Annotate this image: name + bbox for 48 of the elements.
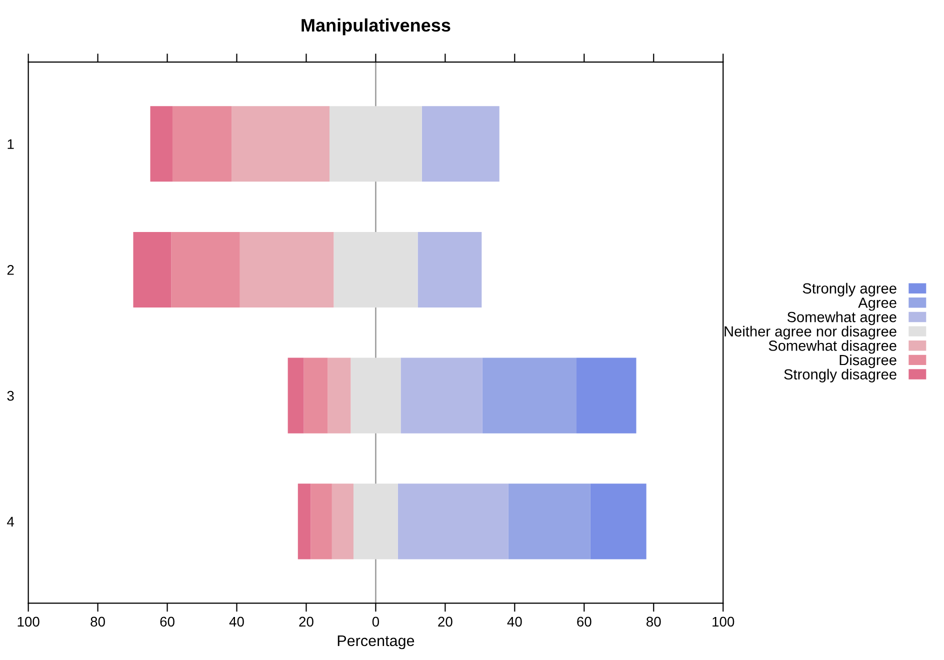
bar — [232, 106, 330, 182]
bar — [328, 358, 351, 434]
bar — [482, 358, 577, 434]
bar — [400, 358, 482, 434]
bar — [172, 106, 232, 182]
bar — [334, 232, 418, 308]
x-axis-title: Percentage — [338, 636, 414, 650]
bar — [418, 232, 482, 308]
y-tick-label: 3 — [7, 390, 14, 401]
bar — [353, 484, 398, 560]
legend-label: Disagree — [840, 354, 896, 368]
legend-label: Somewhat agree — [787, 312, 896, 326]
bar — [508, 484, 590, 560]
bar — [240, 232, 334, 308]
x-tick-label: 20 — [438, 616, 452, 627]
y-tick-label: 2 — [7, 265, 14, 275]
bar — [350, 358, 401, 434]
bar — [398, 484, 508, 560]
bar — [330, 106, 422, 182]
bar — [576, 358, 636, 434]
bar — [288, 358, 304, 434]
chart-title: Manipulativeness — [302, 18, 450, 36]
x-tick-label: 100 — [18, 616, 40, 627]
x-tick-label: 0 — [372, 616, 380, 627]
bar — [332, 484, 354, 560]
bar — [150, 106, 172, 182]
bar — [422, 106, 500, 182]
x-tick-label: 20 — [299, 616, 314, 627]
bar — [171, 232, 240, 308]
bar — [590, 484, 646, 560]
x-tick-label: 40 — [507, 616, 522, 627]
bar — [304, 358, 328, 434]
legend-label: Agree — [858, 298, 896, 311]
legend-label: Strongly disagree — [784, 368, 896, 382]
x-tick-label: 100 — [712, 616, 734, 627]
bar — [298, 484, 311, 560]
x-tick-label: 40 — [229, 616, 244, 627]
x-tick-label: 60 — [577, 616, 592, 627]
x-tick-label: 60 — [160, 616, 174, 627]
legend-label: Strongly agree — [802, 282, 896, 296]
legend-label: Neither agree nor disagree — [724, 326, 896, 340]
y-tick-label: 1 — [8, 139, 14, 149]
legend-label: Somewhat disagree — [768, 340, 896, 354]
x-tick-label: 80 — [646, 616, 661, 627]
x-tick-label: 80 — [90, 616, 105, 627]
bar — [133, 232, 172, 308]
y-tick-label: 4 — [7, 516, 14, 526]
bar — [310, 484, 332, 560]
